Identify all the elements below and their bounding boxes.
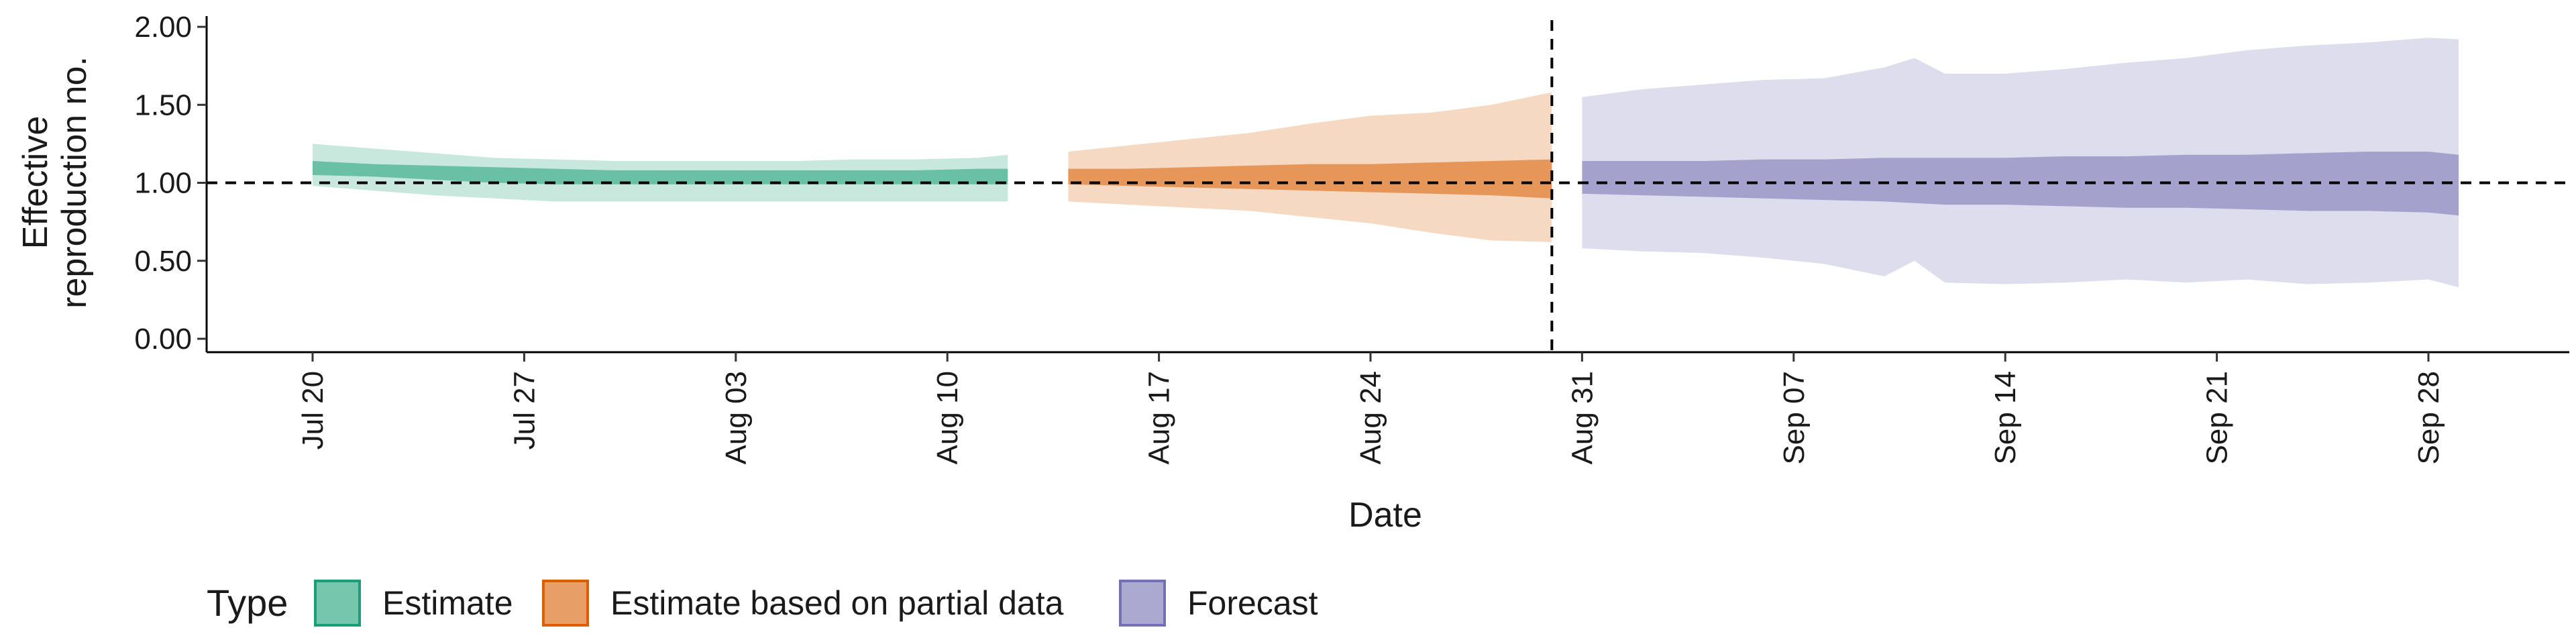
axes: 0.00 0.50 1.00 1.50 2.00 Jul 20 Jul 27 Aug 03 Au… bbox=[134, 11, 2569, 464]
legend-key-swatch bbox=[1119, 580, 1166, 627]
y-axis-label-line: reproduction no. bbox=[55, 56, 94, 309]
y-tick-label: 0.00 bbox=[134, 323, 192, 356]
legend-title: Type bbox=[207, 582, 288, 624]
legend-label: Estimate based on partial data bbox=[610, 584, 1064, 622]
x-tick-label: Aug 10 bbox=[931, 371, 964, 464]
x-tick-label: Aug 17 bbox=[1143, 371, 1176, 464]
legend-label: Forecast bbox=[1187, 584, 1318, 622]
uncertainty-bands bbox=[313, 38, 2459, 288]
x-tick-label: Sep 21 bbox=[2201, 371, 2234, 464]
x-tick-label: Jul 20 bbox=[297, 371, 329, 449]
legend-key-swatch bbox=[542, 580, 589, 627]
band-50-estimate-based-on-partial-data bbox=[1068, 159, 1552, 199]
band-50-estimate bbox=[313, 161, 1008, 184]
y-tick-label: 1.00 bbox=[134, 167, 192, 200]
x-tick-label: Sep 07 bbox=[1778, 371, 1811, 464]
legend-label: Estimate bbox=[382, 584, 513, 622]
y-tick-label: 2.00 bbox=[134, 11, 192, 44]
y-tick-label: 0.50 bbox=[134, 245, 192, 278]
y-axis-label: Effectivereproduction no. bbox=[16, 56, 94, 309]
legend-key-swatch bbox=[314, 580, 361, 627]
x-tick-label: Jul 27 bbox=[508, 371, 541, 449]
x-tick-label: Sep 28 bbox=[2412, 371, 2445, 464]
x-tick-label: Sep 14 bbox=[1989, 371, 2022, 464]
x-tick-label: Aug 31 bbox=[1566, 371, 1599, 464]
x-tick-label: Aug 24 bbox=[1354, 371, 1387, 464]
y-tick-label: 1.50 bbox=[134, 89, 192, 121]
x-tick-label: Aug 03 bbox=[720, 371, 753, 464]
y-axis-label-line: Effective bbox=[16, 116, 55, 249]
y-axis-label-text: Effectivereproduction no. bbox=[16, 56, 94, 309]
legend: Type Estimate Estimate based on partial da… bbox=[207, 580, 1318, 627]
x-axis-label: Date bbox=[1348, 496, 1422, 535]
